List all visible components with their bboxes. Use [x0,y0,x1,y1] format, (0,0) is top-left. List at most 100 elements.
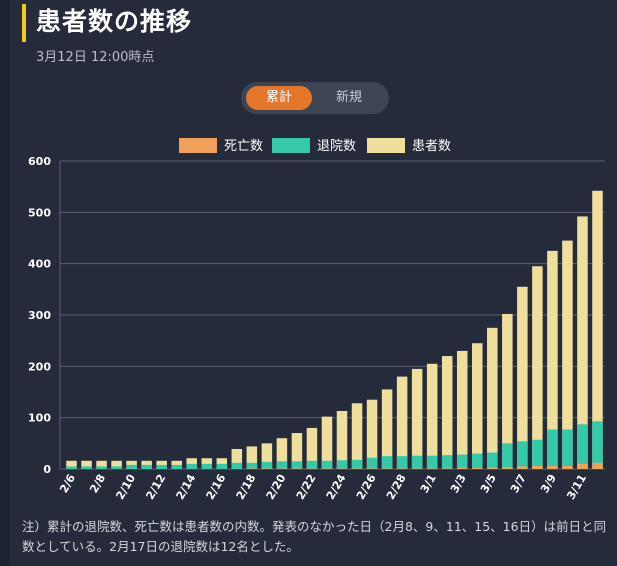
x-tick-label: 3/5 [478,472,499,495]
x-tick-label: 2/6 [57,472,78,496]
x-tick-label: 2/8 [87,472,108,495]
bar-deaths-2/20 [276,468,288,469]
y-tick-label: 300 [28,309,51,322]
chart-x-ticks: 2/6 2/8 2/10 2/12 2/14 2/16 2/18 2/20 2/22 2/24 2/… [57,472,589,502]
y-tick-label: 400 [28,258,51,271]
bar-patients-2/19 [261,443,273,469]
bar-deaths-2/25 [351,468,363,469]
bar-patients-2/24 [336,410,348,469]
toggle-new-button[interactable]: 新規 [335,90,362,105]
bar-patients-2/7 [81,460,92,469]
bar-deaths-3/5 [487,467,498,469]
bar-discharged-3/8 [532,439,543,469]
y-tick-label: 600 [28,155,51,168]
toggle-cumulative-button[interactable]: 累計 [246,86,312,110]
bar-patients-2/22 [306,427,318,469]
bar-discharged-2/19 [261,461,273,469]
bar-discharged-2/23 [321,460,333,469]
bar-patients-3/1 [426,363,438,469]
bar-deaths-3/3 [456,467,468,469]
bar-deaths-3/12 [592,462,603,469]
bar-patients-3/4 [472,343,483,469]
bar-patients-2/17 [231,448,243,469]
bar-deaths-2/21 [291,468,303,469]
bar-patients-2/10 [126,460,137,469]
bar-discharged-2/22 [306,460,318,469]
bar-discharged-2/10 [126,464,137,469]
x-tick-label: 2/26 [354,472,379,502]
bar-discharged-2/6 [66,466,77,469]
bar-discharged-2/8 [96,466,107,469]
bar-patients-2/29 [411,368,423,469]
bar-deaths-2/19 [261,468,273,469]
bar-deaths-3/9 [547,465,558,469]
bar-deaths-3/10 [562,465,573,469]
bar-patients-2/25 [351,403,363,469]
bar-discharged-2/9 [111,466,122,469]
legend-swatch-discharged [272,138,310,153]
bar-discharged-2/29 [411,455,423,469]
bar-patients-2/15 [201,458,213,469]
bar-discharged-2/26 [366,457,378,469]
bar-patients-2/16 [216,458,228,469]
bar-deaths-2/26 [366,468,378,469]
bar-discharged-3/7 [517,441,528,469]
bar-patients-2/12 [156,460,167,469]
bar-discharged-2/25 [351,459,363,469]
bar-discharged-3/11 [577,424,588,469]
bar-deaths-2/29 [411,468,423,469]
y-tick-label: 0 [43,463,51,476]
bar-patients-3/6 [502,313,513,469]
left-edge-strip [0,0,10,566]
bar-patients-3/5 [487,327,498,469]
x-tick-label: 3/9 [538,472,559,495]
bar-patients-2/21 [291,433,303,469]
bar-patients-3/3 [456,350,468,469]
x-tick-label: 2/28 [384,472,409,502]
chart-legend: 死亡数 退院数 患者数 [179,138,451,154]
bar-deaths-3/8 [532,465,543,469]
bar-discharged-3/6 [502,443,513,469]
bar-patients-2/9 [111,460,122,469]
chart-grid: 0 100 200 300 400 500 600 [28,155,605,476]
bar-discharged-2/11 [141,464,152,469]
bar-deaths-3/1 [426,468,438,469]
bar-discharged-3/4 [472,453,483,469]
x-tick-label: 2/22 [294,472,319,502]
bar-deaths-2/22 [306,468,318,469]
x-tick-label: 2/14 [174,472,199,502]
bar-discharged-2/18 [246,462,258,469]
bar-patients-2/14 [186,458,197,469]
bar-deaths-2/18 [246,468,258,469]
bar-patients-2/8 [96,460,107,469]
bar-deaths-3/7 [517,466,528,469]
y-tick-label: 500 [28,206,51,219]
legend-swatch-patients [367,138,405,153]
bar-patients-2/23 [321,416,333,469]
bar-discharged-2/24 [336,460,348,469]
bar-patients-3/10 [562,240,573,469]
bar-patients-2/13 [171,460,182,469]
bar-discharged-3/1 [426,455,438,469]
x-tick-label: 2/24 [324,472,349,502]
bar-discharged-2/15 [201,463,213,469]
bar-discharged-2/17 [231,462,243,469]
bar-discharged-2/21 [291,461,303,469]
legend-label-deaths: 死亡数 [224,139,263,154]
bar-discharged-2/13 [171,464,182,469]
bar-discharged-2/20 [276,461,288,469]
bar-discharged-2/16 [216,463,228,469]
bar-patients-3/2 [441,356,453,469]
bar-patients-3/7 [517,286,528,469]
x-tick-label: 2/16 [204,472,229,502]
bar-discharged-3/9 [547,429,558,469]
bar-discharged-3/3 [456,454,468,469]
x-tick-label: 3/7 [508,472,529,495]
bar-discharged-2/27 [381,456,393,469]
bar-discharged-2/12 [156,464,167,469]
bar-patients-2/28 [396,376,408,469]
x-tick-label: 3/11 [564,472,589,502]
view-toggle: 累計 新規 [241,82,389,114]
bar-patients-2/27 [381,389,393,469]
bar-deaths-2/23 [321,468,333,469]
